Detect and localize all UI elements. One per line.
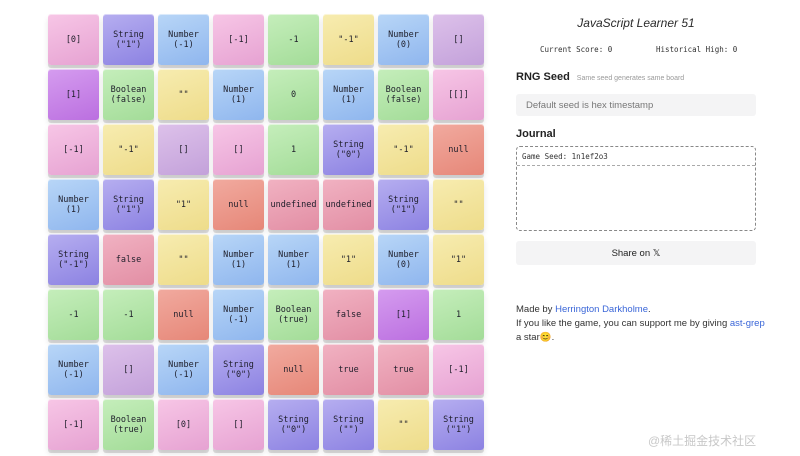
board-tile[interactable]: String ("0") [323,124,374,175]
board-tile[interactable]: Number (1) [323,69,374,120]
board-tile[interactable]: [] [433,14,484,65]
board-tile[interactable]: [[]] [433,69,484,120]
board-tile[interactable]: "-1" [323,14,374,65]
board-tile[interactable]: Number (1) [213,234,264,285]
board-tile[interactable]: [1] [48,69,99,120]
board-tile[interactable]: String ("1") [103,179,154,230]
board-tile[interactable]: [-1] [213,14,264,65]
board-tile[interactable]: "-1" [378,124,429,175]
share-button[interactable]: Share on 𝕏 [516,241,756,265]
project-link[interactable]: ast-grep [729,318,765,329]
current-score: Current Score: 0 [540,45,613,54]
board-tile[interactable]: "" [433,179,484,230]
board-tile[interactable]: false [323,289,374,340]
board-tile[interactable]: [-1] [48,399,99,450]
board-tile[interactable]: null [268,344,319,395]
board-tile[interactable]: true [378,344,429,395]
board-tile[interactable]: -1 [268,14,319,65]
game-title: JavaScript Learner 51 [577,16,695,30]
board-tile[interactable]: null [158,289,209,340]
credits-star: a star😊. [516,332,555,343]
board-tile[interactable]: undefined [268,179,319,230]
seed-header: RNG Seed Same seed generates same board [516,67,756,85]
seed-hint: Same seed generates same board [576,75,685,82]
board-tile[interactable]: [] [103,344,154,395]
journal-box: Game Seed: 1n1ef2o3 [516,146,756,231]
board-tile[interactable]: [-1] [48,124,99,175]
board-tile[interactable]: String ("1") [103,14,154,65]
board-tile[interactable]: true [323,344,374,395]
board-tile[interactable]: Number (-1) [158,344,209,395]
board-tile[interactable]: false [103,234,154,285]
board-tile[interactable]: String ("0") [268,399,319,450]
board-tile[interactable]: String ("1") [378,179,429,230]
watermark: @稀土掘金技术社区 [648,434,757,448]
credits-made-by: Made by [516,304,556,315]
credits: Made by Herrington Darkholme. If you lik… [516,303,766,345]
board-tile[interactable]: String ("") [323,399,374,450]
board-tile[interactable]: Number (1) [268,234,319,285]
historical-high: Historical High: 0 [656,45,738,54]
board-tile[interactable]: Number (1) [213,69,264,120]
board-tile[interactable]: Number (0) [378,14,429,65]
board-tile[interactable]: String ("-1") [48,234,99,285]
board-tile[interactable]: -1 [103,289,154,340]
board-tile[interactable]: Boolean (false) [378,69,429,120]
board-tile[interactable]: String ("0") [213,344,264,395]
credits-support: If you like the game, you can support me… [516,318,730,329]
board-tile[interactable]: [-1] [433,344,484,395]
board-tile[interactable]: String ("1") [433,399,484,450]
board-tile[interactable]: Number (-1) [48,344,99,395]
board-tile[interactable]: "1" [433,234,484,285]
board-tile[interactable]: [] [213,399,264,450]
board-tile[interactable]: null [213,179,264,230]
board-tile[interactable]: 0 [268,69,319,120]
board-tile[interactable]: [] [158,124,209,175]
board-tile[interactable]: "" [158,234,209,285]
journal-divider [517,165,755,166]
journal-heading: Journal [516,128,556,140]
board-tile[interactable]: [1] [378,289,429,340]
board-tile[interactable]: "1" [323,234,374,285]
board-tile[interactable]: Boolean (true) [103,399,154,450]
board-tile[interactable]: "1" [158,179,209,230]
board-tile[interactable]: Number (0) [378,234,429,285]
board-tile[interactable]: 1 [433,289,484,340]
board-tile[interactable]: undefined [323,179,374,230]
board-tile[interactable]: Number (-1) [158,14,209,65]
board-tile[interactable]: [] [213,124,264,175]
board-tile[interactable]: Boolean (true) [268,289,319,340]
board-tile[interactable]: -1 [48,289,99,340]
board-tile[interactable]: "" [158,69,209,120]
board-tile[interactable]: [0] [158,399,209,450]
seed-heading: RNG Seed [516,71,570,83]
game-board: [0] String ("1") Number (-1) [-1] -1 "-1" Numb… [48,14,484,450]
board-tile[interactable]: Number (1) [48,179,99,230]
credits-period: . [648,304,651,315]
board-tile[interactable]: "-1" [103,124,154,175]
board-tile[interactable]: "" [378,399,429,450]
board-tile[interactable]: 1 [268,124,319,175]
journal-entry: Game Seed: 1n1ef2o3 [522,152,608,161]
board-tile[interactable]: Boolean (false) [103,69,154,120]
board-tile[interactable]: null [433,124,484,175]
seed-input[interactable]: Default seed is hex timestamp [516,94,756,116]
board-tile[interactable]: [0] [48,14,99,65]
author-link[interactable]: Herrington Darkholme [555,304,649,315]
board-tile[interactable]: Number (-1) [213,289,264,340]
